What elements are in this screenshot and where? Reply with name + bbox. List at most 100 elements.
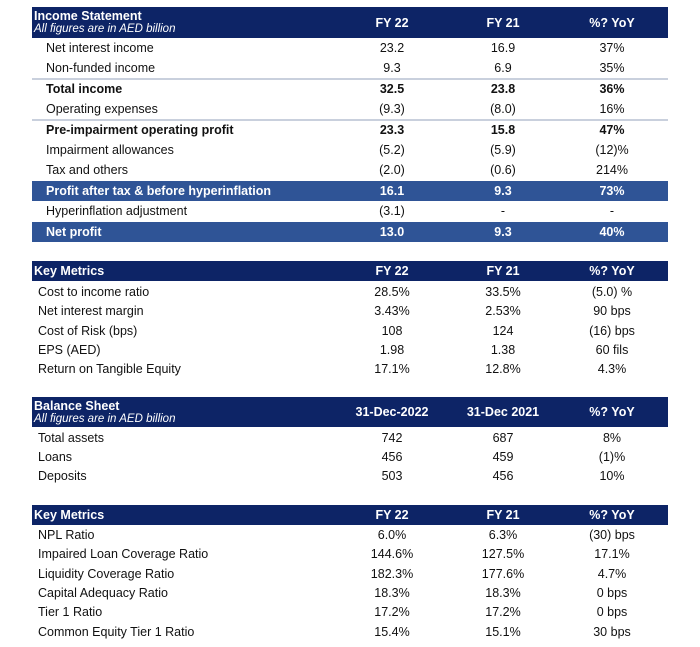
- row-value: 1.98: [379, 342, 405, 357]
- row-value: 3.43%: [374, 304, 410, 319]
- table-row: Hyperinflation adjustment (3.1) - -: [32, 201, 668, 221]
- table-row: Loans 456 459 (1)%: [32, 447, 668, 467]
- table-row: Total assets 742 687 8%: [32, 428, 668, 448]
- row-label: Capital Adequacy Ratio: [38, 585, 168, 600]
- row-value: (9.3): [379, 102, 405, 117]
- row-value: 0 bps: [596, 585, 628, 600]
- row-value: 9.3: [494, 183, 512, 198]
- row-value: (1)%: [598, 450, 626, 465]
- row-value: 6.3%: [488, 528, 518, 542]
- column-header: FY 22: [375, 15, 409, 30]
- income-statement-table-header: All figures are in AED billion Income Sta…: [32, 7, 668, 38]
- row-label: Net profit: [46, 224, 102, 239]
- row-value: 37%: [599, 41, 625, 55]
- row-value: 17.1%: [594, 547, 630, 562]
- row-label: Liquidity Coverage Ratio: [38, 566, 175, 581]
- row-value: 90 bps: [593, 304, 631, 319]
- row-value: 10%: [599, 469, 625, 484]
- row-label: Total income: [46, 81, 123, 96]
- row-value: (3.1): [379, 204, 405, 219]
- row-value: 214%: [596, 163, 628, 178]
- row-separator: [32, 118, 668, 121]
- table-row: Operating expenses (9.3) (8.0) 16%: [32, 99, 668, 119]
- table-row: Profit after tax & before hyperinflation…: [32, 180, 668, 201]
- row-value: 13.0: [379, 224, 405, 239]
- income-statement-table: All figures are in AED billion Income Sta…: [32, 0, 668, 647]
- row-value: 182.3%: [370, 566, 414, 581]
- table-row: Cost to income ratio 28.5% 33.5% (5.0) %: [32, 282, 668, 302]
- row-value: 15.8: [490, 122, 516, 137]
- row-value: 4.7%: [597, 566, 627, 581]
- row-value: 18.3%: [485, 585, 521, 600]
- row-label: EPS (AED): [38, 342, 101, 357]
- table-row: EPS (AED) 1.98 1.38 60 fils: [32, 340, 668, 360]
- row-label: Pre-impairment operating profit: [46, 122, 234, 137]
- row-value: 503: [381, 469, 403, 484]
- row-value: 144.6%: [370, 547, 414, 562]
- row-value: 16%: [599, 102, 625, 117]
- table-row: Non-funded income 9.3 6.9 35%: [32, 58, 668, 78]
- row-value: (0.6): [490, 163, 516, 178]
- row-label: Net interest income: [46, 41, 154, 55]
- row-value: 15.4%: [374, 624, 410, 639]
- row-value: 17.2%: [374, 605, 410, 620]
- column-header: %? YoY: [589, 405, 635, 419]
- table-row: NPL Ratio 6.0% 6.3% (30) bps: [32, 525, 668, 545]
- table-row: Impairment allowances (5.2) (5.9) (12)%: [32, 140, 668, 160]
- row-value: (8.0): [490, 102, 516, 117]
- row-label: Tier 1 Ratio: [38, 605, 103, 620]
- row-label: Profit after tax & before hyperinflation: [46, 183, 272, 198]
- column-header: FY 22: [375, 508, 409, 522]
- column-header: %? YoY: [589, 15, 635, 30]
- section-title: Income Statement: [34, 9, 142, 23]
- section-title: Key Metrics: [34, 263, 105, 278]
- column-header: %? YoY: [589, 508, 635, 522]
- row-value: 28.5%: [374, 285, 410, 299]
- row-value: 35%: [599, 61, 625, 76]
- row-value: 0 bps: [596, 605, 628, 620]
- row-value: 17.1%: [374, 362, 410, 377]
- table-row: Net interest margin 3.43% 2.53% 90 bps: [32, 301, 668, 321]
- table-row: Net interest income 23.2 16.9 37%: [32, 38, 668, 58]
- row-value: 108: [381, 323, 403, 338]
- table-row: Pre-impairment operating profit 23.3 15.8 4…: [32, 120, 668, 140]
- row-value: 6.9: [494, 61, 512, 76]
- row-value: 742: [381, 431, 403, 445]
- row-value: (2.0): [379, 163, 405, 178]
- row-value: 124: [492, 323, 514, 338]
- row-value: 17.2%: [485, 605, 521, 620]
- row-value: 23.2: [379, 41, 405, 55]
- capital-liquidity-metrics-table: Key Metrics FY 22 FY 21 %? YoY NPL Ratio 6.0%…: [32, 0, 668, 647]
- row-label: Net interest margin: [38, 304, 144, 319]
- row-value: 15.1%: [485, 624, 521, 639]
- row-value: 23.3: [379, 122, 405, 137]
- row-label: Non-funded income: [46, 61, 156, 76]
- section-title: Key Metrics: [34, 507, 105, 522]
- section-subtitle: All figures are in AED billion: [34, 413, 176, 425]
- row-label: Cost to income ratio: [38, 285, 150, 299]
- row-value: 177.6%: [481, 566, 525, 581]
- row-value: 30 bps: [593, 624, 631, 639]
- column-header: FY 21: [486, 264, 520, 278]
- row-value: 4.3%: [597, 362, 627, 377]
- table-row: Return on Tangible Equity 17.1% 12.8% 4.3%: [32, 359, 668, 379]
- row-label: Impairment allowances: [46, 143, 174, 157]
- table-row: Impaired Loan Coverage Ratio 144.6% 127.5%…: [32, 544, 668, 564]
- table-row: Liquidity Coverage Ratio 182.3% 177.6% 4.7%: [32, 564, 668, 584]
- row-value: 456: [492, 469, 514, 484]
- row-value: 16.1: [379, 183, 405, 198]
- row-value: 9.3: [494, 224, 512, 239]
- table-row: Net profit 13.0 9.3 40%: [32, 221, 668, 242]
- key-metrics-table: Key Metrics FY 22 FY 21 %? YoY Cost to incom…: [32, 0, 668, 647]
- row-value: 36%: [599, 81, 625, 96]
- row-value: 33.5%: [485, 285, 521, 299]
- row-label: Impaired Loan Coverage Ratio: [38, 547, 209, 562]
- row-separator: [32, 77, 668, 80]
- column-header: FY 21: [486, 508, 520, 522]
- balance-sheet-table: All figures are in AED billion Balance Sh…: [32, 0, 668, 647]
- column-header: FY 22: [375, 264, 409, 278]
- row-label: Loans: [38, 450, 73, 465]
- row-label: Tax and others: [46, 163, 128, 178]
- row-value: -: [609, 204, 615, 219]
- row-value: 12.8%: [485, 362, 521, 377]
